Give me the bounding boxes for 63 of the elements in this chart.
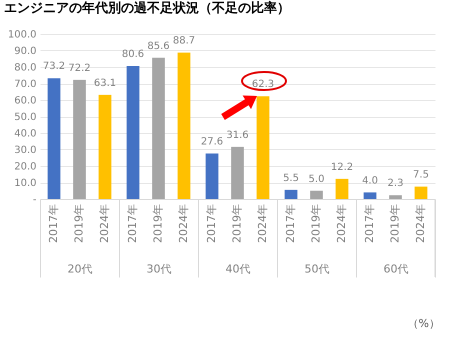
bar — [98, 94, 112, 199]
data-label: 88.7 — [172, 36, 196, 47]
y-tick-label: - — [32, 194, 37, 206]
data-label: 12.2 — [330, 162, 354, 173]
data-label: 5.5 — [283, 172, 299, 184]
data-label: 27.6 — [200, 136, 224, 148]
y-tick-label: 90.0 — [14, 46, 36, 57]
bar — [178, 52, 190, 199]
y-tick-label: 40.0 — [14, 128, 36, 140]
data-label: 4.0 — [362, 175, 378, 186]
x-tick-label: 30代 — [146, 262, 172, 276]
data-label: 2.3 — [388, 178, 404, 190]
y-tick-label: 100.0 — [8, 30, 36, 40]
bar — [206, 153, 218, 199]
y-tick-label: 20.0 — [14, 162, 36, 172]
text: 2024年 — [414, 204, 427, 243]
text: 2024年 — [98, 204, 111, 243]
data-label: 62.3 — [252, 79, 274, 90]
bar — [364, 192, 376, 199]
y-tick-label: 10.0 — [14, 178, 36, 189]
y-tick-label: 60.0 — [14, 96, 36, 106]
y-tick-label: 80.0 — [14, 62, 36, 74]
x-tick-label: 20代 — [68, 262, 92, 276]
bar — [231, 146, 244, 199]
data-label: 80.6 — [122, 49, 144, 60]
text: 2019年 — [310, 204, 322, 243]
text: 2017年 — [205, 204, 218, 243]
bar — [414, 186, 428, 199]
bar — [256, 96, 270, 199]
data-label: 73.2 — [42, 61, 66, 72]
bar — [336, 178, 348, 199]
bar — [126, 66, 140, 199]
y-tick-label: 30.0 — [14, 145, 36, 156]
bar — [310, 190, 323, 199]
data-label: 31.6 — [226, 130, 249, 141]
text: 2019年 — [152, 204, 164, 243]
bar — [389, 195, 402, 199]
text: 2019年 — [72, 204, 86, 243]
x-tick-label: 40代 — [226, 262, 250, 276]
text: 2017年 — [126, 204, 140, 243]
text: 2017年 — [284, 204, 298, 243]
data-label: 85.6 — [147, 40, 170, 52]
text: 2024年 — [256, 204, 269, 243]
bar — [152, 58, 165, 199]
data-label: 72.2 — [68, 62, 91, 74]
text: 2017年 — [363, 204, 376, 243]
data-label: 5.0 — [308, 174, 324, 185]
text: 2019年 — [388, 204, 402, 243]
text: 2024年 — [176, 204, 190, 243]
bar — [48, 78, 60, 199]
bar — [73, 80, 86, 199]
x-tick-label: 50代 — [304, 262, 330, 276]
text: （%） — [408, 317, 440, 330]
text: 2017年 — [47, 204, 60, 243]
data-label: 63.1 — [94, 78, 116, 89]
data-label: 7.5 — [413, 170, 429, 181]
x-tick-label: 60代 — [384, 262, 408, 276]
text: 2024年 — [334, 204, 348, 243]
chart-title: エンジニアの年代別の過不足状況（不足の比率） — [4, 0, 290, 16]
y-tick-label: 50.0 — [14, 112, 36, 123]
text: 2019年 — [230, 204, 244, 243]
y-tick-label: 70.0 — [14, 79, 36, 90]
bar — [284, 190, 298, 199]
